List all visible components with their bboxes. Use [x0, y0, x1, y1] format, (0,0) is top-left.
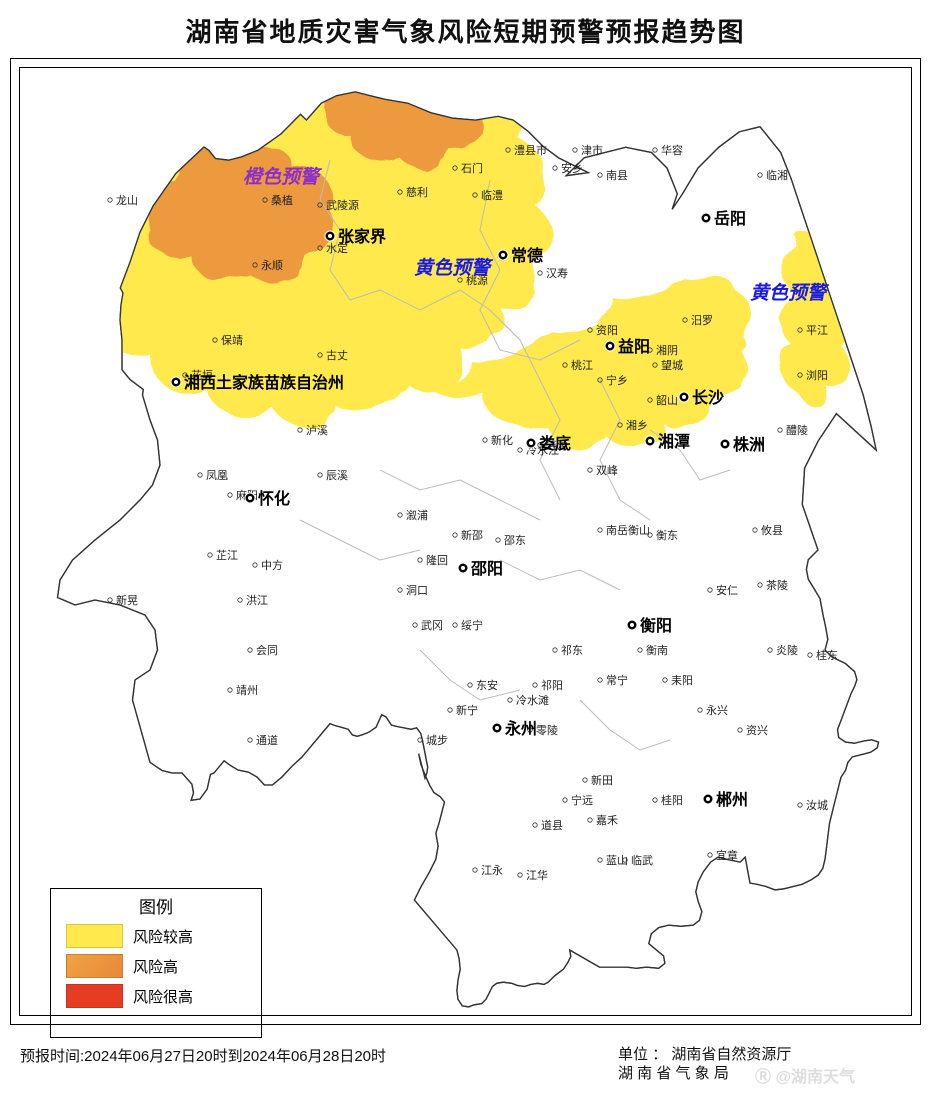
- svg-text:靖州: 靖州: [236, 684, 258, 697]
- svg-text:永兴: 永兴: [706, 703, 728, 717]
- svg-text:新晃: 新晃: [116, 593, 138, 607]
- svg-text:浏阳: 浏阳: [806, 368, 828, 382]
- svg-text:泸溪: 泸溪: [306, 424, 328, 437]
- svg-text:株洲: 株洲: [733, 435, 765, 454]
- svg-text:澧县市: 澧县市: [514, 143, 547, 157]
- svg-text:慈利: 慈利: [406, 185, 428, 199]
- svg-text:平江: 平江: [806, 324, 828, 337]
- svg-text:临武: 临武: [631, 853, 653, 867]
- svg-text:资兴: 资兴: [746, 724, 768, 737]
- svg-text:新宁: 新宁: [456, 703, 478, 717]
- svg-text:临澧: 临澧: [481, 188, 503, 202]
- svg-text:桂阳: 桂阳: [661, 793, 683, 807]
- svg-text:黄色预警: 黄色预警: [750, 282, 830, 304]
- svg-text:衡南: 衡南: [646, 644, 668, 657]
- svg-text:湘潭: 湘潭: [658, 432, 690, 451]
- svg-text:洞口: 洞口: [406, 584, 428, 597]
- svg-text:南县: 南县: [606, 169, 628, 182]
- svg-text:隆回: 隆回: [426, 553, 448, 567]
- svg-text:耒阳: 耒阳: [671, 674, 693, 687]
- svg-text:湘西土家族苗族自治州: 湘西土家族苗族自治州: [184, 373, 344, 392]
- svg-text:津市: 津市: [581, 143, 603, 157]
- svg-text:汉寿: 汉寿: [546, 266, 568, 280]
- svg-text:黄色预警: 黄色预警: [414, 257, 494, 279]
- svg-text:安仁: 安仁: [716, 583, 738, 597]
- svg-text:临湘: 临湘: [766, 168, 788, 182]
- svg-text:永州: 永州: [504, 719, 537, 738]
- svg-text:永顺: 永顺: [261, 258, 283, 272]
- svg-text:芷江: 芷江: [216, 549, 238, 562]
- svg-text:古丈: 古丈: [326, 349, 348, 362]
- svg-text:汨罗: 汨罗: [691, 314, 713, 327]
- svg-text:常宁: 常宁: [606, 673, 628, 687]
- svg-text:新化: 新化: [491, 433, 513, 447]
- svg-text:东安: 东安: [476, 678, 498, 692]
- svg-text:祁阳: 祁阳: [541, 678, 563, 692]
- svg-text:凤凰: 凤凰: [206, 469, 228, 482]
- svg-text:常德: 常德: [511, 246, 543, 265]
- svg-text:龙山: 龙山: [116, 194, 138, 207]
- svg-text:绥宁: 绥宁: [461, 618, 483, 632]
- svg-text:宁乡: 宁乡: [606, 373, 628, 387]
- svg-text:宁远: 宁远: [571, 793, 593, 807]
- svg-text:湘乡: 湘乡: [626, 418, 648, 432]
- svg-text:城步: 城步: [426, 734, 448, 747]
- svg-text:衡东: 衡东: [656, 529, 678, 542]
- svg-text:邵东: 邵东: [504, 534, 526, 547]
- svg-text:邵阳: 邵阳: [470, 560, 503, 578]
- svg-text:怀化: 怀化: [258, 489, 290, 508]
- svg-text:武冈: 武冈: [421, 619, 443, 632]
- svg-text:资阳: 资阳: [596, 324, 618, 337]
- svg-text:新田: 新田: [591, 773, 613, 787]
- svg-text:保靖: 保靖: [221, 333, 243, 347]
- svg-text:南岳衡山: 南岳衡山: [606, 524, 650, 537]
- svg-text:茶陵: 茶陵: [766, 579, 788, 592]
- svg-text:桑植: 桑植: [271, 193, 293, 207]
- svg-text:通道: 通道: [256, 733, 278, 747]
- svg-text:宜章: 宜章: [716, 848, 738, 862]
- svg-text:石门: 石门: [461, 161, 483, 175]
- svg-text:中方: 中方: [261, 558, 283, 572]
- svg-text:蓝山: 蓝山: [606, 854, 628, 867]
- svg-text:湘阴: 湘阴: [656, 343, 678, 357]
- svg-text:长沙: 长沙: [692, 388, 724, 407]
- svg-text:溆浦: 溆浦: [406, 508, 428, 522]
- svg-text:衡阳: 衡阳: [640, 616, 672, 635]
- svg-text:岳阳: 岳阳: [714, 209, 746, 228]
- svg-text:醴陵: 醴陵: [786, 424, 808, 437]
- svg-text:道县: 道县: [541, 818, 563, 832]
- svg-text:江华: 江华: [526, 868, 548, 882]
- svg-text:橙色预警: 橙色预警: [243, 166, 323, 188]
- svg-text:郴州: 郴州: [716, 790, 748, 809]
- svg-text:张家界: 张家界: [338, 227, 386, 246]
- svg-text:洪江: 洪江: [246, 593, 268, 607]
- svg-text:娄底: 娄底: [539, 434, 571, 453]
- svg-text:武陵源: 武陵源: [326, 198, 359, 212]
- svg-text:双峰: 双峰: [596, 464, 618, 477]
- svg-text:Ⓡ @湖南天气: Ⓡ @湖南天气: [755, 1067, 855, 1086]
- svg-text:会同: 会同: [256, 644, 278, 657]
- svg-text:新邵: 新邵: [461, 528, 483, 542]
- svg-text:望城: 望城: [661, 359, 683, 372]
- svg-text:嘉禾: 嘉禾: [596, 813, 618, 827]
- svg-text:桃江: 桃江: [571, 358, 593, 372]
- svg-text:汝城: 汝城: [806, 798, 828, 812]
- svg-text:冷水滩: 冷水滩: [516, 693, 549, 707]
- svg-text:益阳: 益阳: [618, 337, 650, 356]
- svg-text:祁东: 祁东: [561, 643, 583, 657]
- svg-text:零陵: 零陵: [536, 724, 558, 737]
- svg-text:辰溪: 辰溪: [326, 469, 348, 482]
- svg-text:炎陵: 炎陵: [776, 644, 798, 657]
- svg-text:华容: 华容: [661, 143, 683, 157]
- svg-text:江永: 江永: [481, 863, 503, 877]
- svg-text:攸县: 攸县: [761, 523, 783, 537]
- svg-text:韶山: 韶山: [656, 393, 678, 407]
- svg-text:桂东: 桂东: [816, 648, 838, 662]
- svg-text:安乡: 安乡: [561, 161, 583, 175]
